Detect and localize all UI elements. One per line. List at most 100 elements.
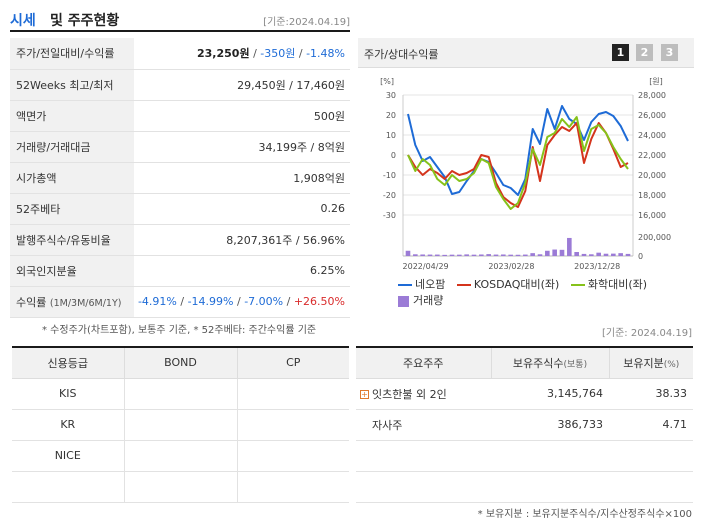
legend-item-kosdaq: KOSDAQ대비(좌) [456,276,560,292]
chart-page-3-button[interactable]: 3 [661,44,678,61]
info-row: 수익률 (1M/3M/6M/1Y) -4.91% / -14.99% / -7.… [10,286,350,318]
column-header: 주요주주 [356,347,492,379]
volume-bar [479,254,484,256]
volume-bar [589,254,594,256]
volume-bar [545,250,550,256]
column-header: CP [237,347,349,379]
chart-svg: [%] [원] 30 28,000 20 26,000 10 24,000 0 22,000 -10… [380,77,671,271]
info-label: 액면가 [10,100,134,132]
table-row: NICE [12,440,349,472]
right-tick-label: 18,000 [638,191,666,200]
chart-page-1-button[interactable]: 1 [612,44,629,61]
volume-bar [471,254,477,256]
holder-pct-cell: 38.33 [609,378,693,410]
holder-shares-cell: 3,145,764 [491,378,609,410]
volume-bar [427,254,433,256]
return-1m: -4.91% [137,295,177,308]
table-row [356,440,693,472]
column-header-label: 보유지분 [623,356,664,370]
price-info-table: 주가/전일대비/수익률 23,250원 / -350원 / -1.48% 52W… [10,38,350,318]
legend-swatch [398,284,412,286]
series-line [407,122,629,208]
volume-bar [442,254,447,256]
left-tick-label: -10 [383,171,396,180]
legend-swatch [456,284,471,286]
right-axis-unit: [원] [649,77,663,86]
left-tick-label: -20 [383,191,396,200]
info-row: 액면가 500원 [10,100,350,132]
volume-bar [435,254,440,256]
table-row [12,471,349,503]
legend-label: KOSDAQ대비(좌) [473,278,560,291]
table-row: KR [12,409,349,441]
info-row: 거래량/거래대금 34,199주 / 8억원 [10,131,350,163]
bond-cell [124,378,238,410]
holders-note: * 보유지분 : 보유지분주식수/지수산정주식수×100 [477,509,692,520]
info-label: 거래량/거래대금 [10,131,134,163]
price-change: -350원 [260,47,296,61]
chart-page-2-button[interactable]: 2 [636,44,653,61]
volume-bar [581,253,587,256]
return-1y: +26.50% [293,295,345,308]
expand-plus-icon[interactable]: + [360,390,369,399]
volume-bar [515,254,521,256]
return-6m: -7.00% [244,295,284,308]
agency-cell: KR [12,409,125,441]
chart-header: 주가/상대수익률 1 2 3 [358,38,694,68]
x-tick-label: 2022/04/29 [403,262,449,271]
column-header-unit: (보통) [563,359,588,370]
volume-bar [457,254,462,256]
holder-name[interactable]: 잇츠한불 외 2인 [372,387,447,401]
chart-title: 주가/상대수익률 [364,48,439,61]
info-row: 52주베타 0.26 [10,193,350,225]
right-tick-label: 16,000 [638,211,666,220]
volume-bar [508,254,513,256]
column-header-unit: (%) [663,359,680,370]
left-tick-label: 30 [386,91,396,100]
return-3m: -14.99% [187,295,234,308]
returns-label: 수익률 [16,295,47,309]
info-value: 6.25% [134,255,350,287]
holder-pct-cell [609,440,693,472]
table-header-row: 주요주주 보유주식수(보통) 보유지분(%) [356,347,693,379]
holder-name-cell: + 잇츠한불 외 2인 [356,378,491,410]
table-row: 자사주 386,733 4.71 [356,409,693,441]
right-tick-label: 22,000 [638,151,666,160]
current-price: 23,250원 [197,47,250,61]
returns-label-sub: (1M/3M/6M/1Y) [49,297,122,309]
section-header: 시세 및 주주현황 [기준:2024.04.19] [10,8,350,32]
info-value: -4.91% / -14.99% / -7.00% / +26.50% [134,286,350,318]
holders-base-date: [기준: 2024.04.19] [601,328,692,339]
legend-item-chemical: 화학대비(좌) [570,276,648,292]
cp-cell [237,440,349,472]
legend-swatch [570,284,585,286]
right-tick-label: 24,000 [638,131,666,140]
left-axis-unit: [%] [380,77,394,86]
volume-bar [552,249,557,256]
cp-cell [237,378,349,410]
agency-cell: NICE [12,440,125,472]
shareholders-table: 주요주주 보유주식수(보통) 보유지분(%) + 잇츠한불 외 2인 3,145,… [356,346,693,503]
chart-area: [%] [원] 30 28,000 20 26,000 10 24,000 0 22,000 -10… [358,70,694,318]
volume-bar [501,254,506,256]
series-line [407,105,629,196]
chart-legend: 네오팜 KOSDAQ대비(좌) 화학대비(좌) 거래량 [398,276,694,308]
volume-bar [464,254,469,256]
table-header-row: 신용등급 BOND CP [12,347,349,379]
info-label: 수익률 (1M/3M/6M/1Y) [10,286,134,318]
info-row: 외국인지분율 6.25% [10,255,350,287]
info-label: 발행주식수/유동비율 [10,224,134,256]
holder-pct-cell: 4.71 [609,409,693,441]
legend-label: 화학대비(좌) [587,278,648,291]
info-label: 시가총액 [10,162,134,194]
legend-item-neopharm: 네오팜 [398,276,445,292]
volume-bar [449,254,455,256]
x-tick-label: 2023/12/28 [574,262,620,271]
info-value: 500원 [134,100,350,132]
column-header: 신용등급 [12,347,125,379]
left-tick-label: 20 [386,111,396,120]
info-row: 시가총액 1,908억원 [10,162,350,194]
table-row: KIS [12,378,349,410]
left-tick-label: 10 [386,131,396,140]
holder-name-cell: 자사주 [356,409,491,441]
